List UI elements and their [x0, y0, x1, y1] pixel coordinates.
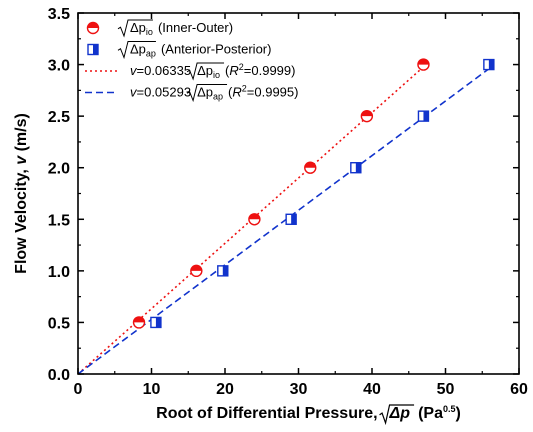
legend-entry-fit-inner-outer: v=0.06335 Δpio (R2=0.9999) — [85, 62, 295, 81]
y-tick-label: 1.5 — [48, 212, 70, 229]
axis-ticks — [77, 12, 520, 375]
data-point-fill — [190, 265, 202, 271]
legend-entry-inner-outer: Δpio (Inner-Outer) — [86, 19, 233, 38]
data-point-fill — [248, 213, 260, 220]
data-point-fill — [222, 265, 228, 276]
data-point-fill — [355, 162, 361, 173]
data-point-fill — [417, 59, 429, 65]
legend-marker-anterior-posterior — [87, 43, 99, 56]
data-point-fill — [133, 316, 145, 323]
y-tick-label: 3.5 — [48, 6, 70, 23]
data-point-fill — [488, 59, 494, 70]
x-tick-label: 20 — [216, 381, 234, 398]
y-tick-label: 3.0 — [48, 58, 70, 75]
sqrt-sign — [186, 84, 228, 103]
data-point-fill — [423, 111, 429, 122]
y-axis-title: Flow Velocity, v (m/s) — [13, 113, 30, 274]
x-axis-title: Root of Differential Pressure, Δp (Pa0.5) — [156, 404, 461, 426]
x-tick-label: 30 — [290, 381, 308, 398]
legend-entry-fit-anterior-posterior: v=0.05293 Δpap (R2=0.9995) — [85, 84, 298, 103]
y-tick-label: 0.5 — [48, 315, 70, 332]
sqrt-sign — [117, 41, 156, 60]
x-tick-label: 40 — [363, 381, 381, 398]
sqrt-sign — [186, 62, 225, 81]
data-markers — [132, 58, 495, 329]
data-point-fill — [155, 317, 161, 328]
data-point-fill — [361, 110, 373, 117]
x-tick-label: 10 — [143, 381, 161, 398]
y-tick-label: 2.0 — [48, 161, 70, 178]
data-point-fill — [291, 214, 297, 225]
data-point-fill — [304, 162, 316, 168]
legend-label-anterior-posterior: Δpap (Anterior-Posterior) — [130, 42, 271, 59]
tick-labels: 0 10 20 30 40 50 60 0.0 0.5 1.0 1.5 2.0 2.5 3.0 3.5 — [48, 6, 528, 398]
legend: Δpio (Inner-Outer) Δpap (Anterior-Posterio… — [85, 19, 298, 103]
sqrt-sign — [117, 19, 153, 38]
svg-text:Root of Differential Pressure,: Root of Differential Pressure, Δp (Pa0.5) — [156, 404, 461, 422]
sqrt-sign — [379, 404, 415, 426]
legend-entry-anterior-posterior: Δpap (Anterior-Posterior) — [87, 41, 271, 60]
y-tick-label: 1.0 — [48, 264, 70, 281]
x-tick-label: 0 — [74, 381, 83, 398]
legend-label-fit-anterior-posterior: v=0.05293 Δpap (R2=0.9995) — [130, 84, 298, 102]
legend-marker-fill — [93, 44, 98, 55]
y-tick-label: 0.0 — [48, 367, 70, 384]
x-tick-label: 50 — [437, 381, 455, 398]
legend-marker-fill — [87, 22, 99, 28]
legend-label-fit-inner-outer: v=0.06335 Δpio (R2=0.9999) — [130, 62, 295, 80]
legend-label-inner-outer: Δpio (Inner-Outer) — [130, 20, 233, 37]
legend-marker-inner-outer — [86, 21, 100, 35]
y-tick-label: 2.5 — [48, 109, 70, 126]
x-tick-label: 60 — [510, 381, 528, 398]
